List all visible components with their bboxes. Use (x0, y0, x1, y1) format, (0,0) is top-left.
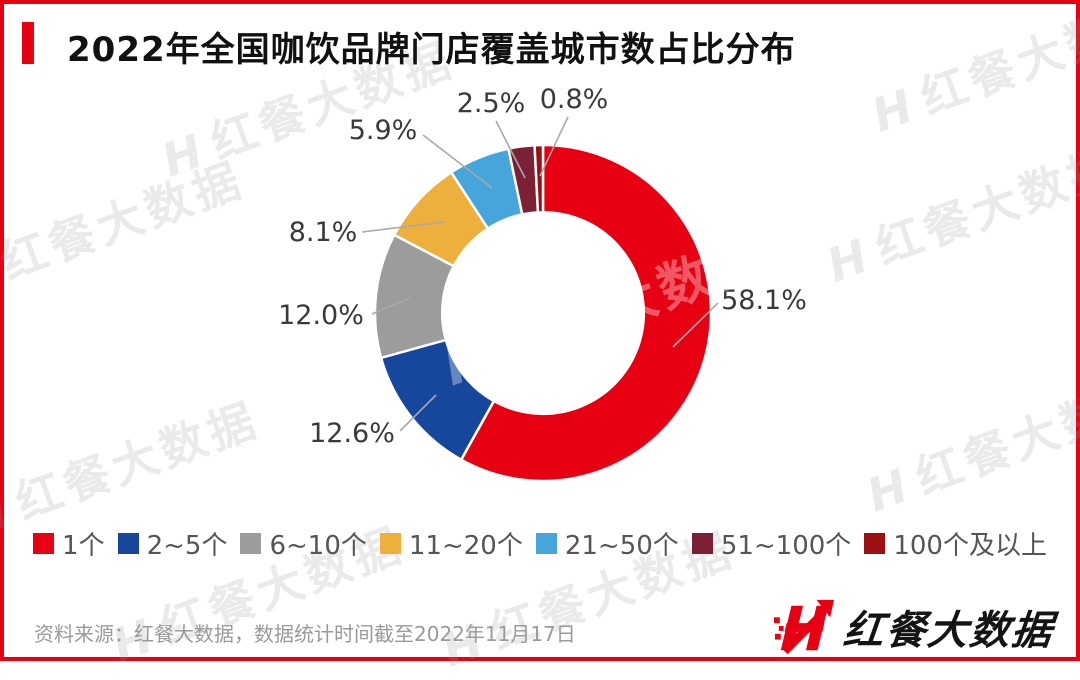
slice-label-6~10个: 12.0% (278, 300, 364, 331)
legend-label: 21~50个 (564, 531, 679, 561)
slice-label-51~100个: 2.5% (456, 88, 526, 119)
legend-swatch-icon (379, 533, 401, 554)
legend-item-2~5个: 2~5个 (117, 525, 228, 562)
leader-line-51~100个 (495, 120, 526, 179)
leader-line-2~5个 (399, 394, 437, 432)
legend-label: 51~100个 (720, 531, 852, 561)
legend-swatch-icon (535, 533, 557, 554)
legend-item-6~10个: 6~10个 (240, 525, 367, 562)
legend-item-1个: 1个 (33, 525, 105, 562)
legend-label: 2~5个 (146, 531, 228, 561)
brand-h-arrow-icon (774, 599, 834, 655)
leader-line-11~20个 (361, 221, 445, 233)
legend-item-100个及以上: 100个及以上 (864, 525, 1047, 562)
legend-swatch-icon (240, 533, 262, 554)
legend-label: 100个及以上 (893, 531, 1047, 561)
leader-line-21~50个 (422, 134, 493, 189)
source-note: 资料来源：红餐大数据，数据统计时间截至2022年11月17日 (34, 622, 576, 646)
page-title: 2022年全国咖饮品牌门店覆盖城市数占比分布 (67, 30, 796, 70)
legend-swatch-icon (691, 533, 713, 554)
legend-swatch-icon (864, 533, 886, 554)
brand-logo-text: 红餐大数据 (841, 608, 1056, 654)
legend-swatch-icon (117, 533, 139, 554)
leader-line-1个 (672, 302, 719, 348)
slice-label-2~5个: 12.6% (309, 418, 395, 449)
donut-svg (361, 116, 719, 483)
chart-legend: 1个 2~5个 6~10个 11~20个 21~50个 51~100个 100个及以上 (4, 525, 1076, 562)
slice-label-11~20个: 8.1% (288, 217, 358, 248)
legend-label: 1个 (62, 531, 105, 561)
donut-chart: 58.1% 12.6% 12.0% 8.1% 5.9% 2.5% 0.8% (4, 4, 1080, 665)
legend-item-21~50个: 21~50个 (535, 525, 679, 562)
slice-label-21~50个: 5.9% (348, 115, 418, 146)
leader-line-100个及以上 (539, 116, 569, 177)
legend-label: 6~10个 (269, 531, 367, 561)
brand-logo: 红餐大数据 (774, 598, 1056, 656)
legend-swatch-icon (33, 533, 55, 554)
donut-slice-100个及以上 (533, 143, 545, 214)
chart-header: 2022年全国咖饮品牌门店覆盖城市数占比分布 (22, 22, 796, 71)
leader-line-6~10个 (371, 297, 411, 315)
slice-label-100个及以上: 0.8% (539, 84, 609, 115)
legend-label: 11~20个 (408, 531, 523, 561)
legend-item-11~20个: 11~20个 (379, 525, 523, 562)
donut-slice-1个 (459, 143, 713, 483)
title-accent-bar (22, 22, 34, 64)
legend-item-51~100个: 51~100个 (691, 525, 852, 562)
slice-label-1个: 58.1% (721, 285, 807, 316)
